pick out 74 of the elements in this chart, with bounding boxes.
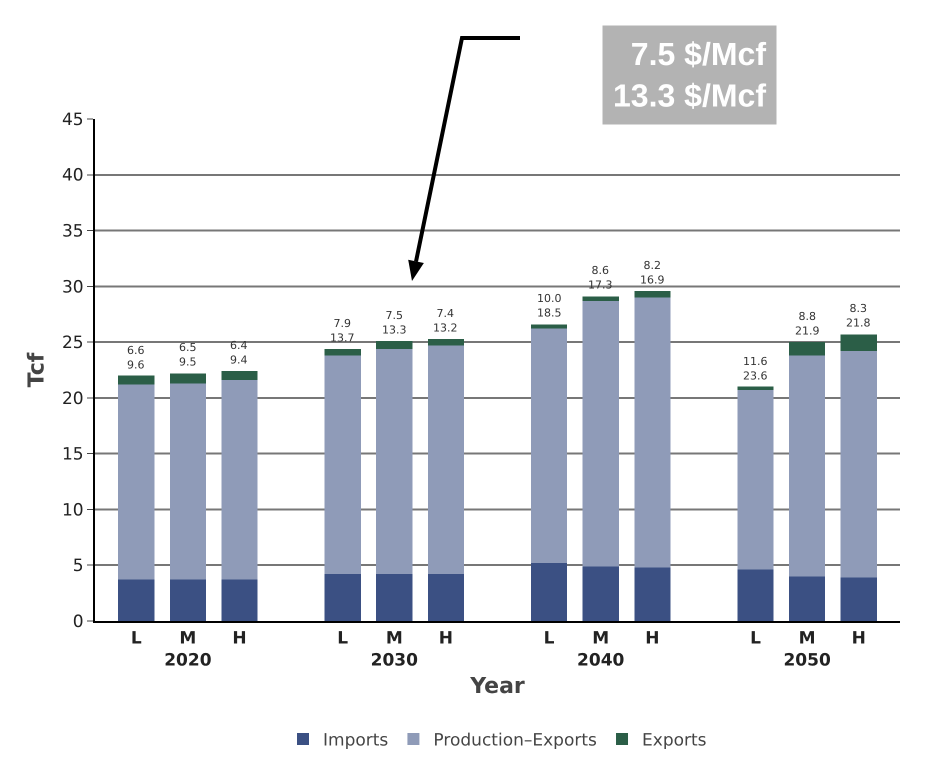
x-tick-label: M 2050	[783, 628, 831, 670]
bar	[582, 566, 619, 621]
bar	[789, 342, 826, 356]
bar	[634, 567, 670, 621]
bar	[118, 376, 154, 384]
annotation: 8.8 21.9	[795, 310, 820, 338]
x-tick-label: M 2030	[370, 628, 418, 670]
y-axis-title: Tcf	[24, 352, 50, 388]
annotation: 11.6 23.6	[743, 355, 768, 382]
x-tick-label: H	[438, 628, 454, 648]
bar	[221, 371, 258, 380]
y-tick-label: 25	[62, 333, 84, 354]
bar	[324, 356, 361, 574]
annotation: 8.3 21.8	[846, 302, 870, 330]
y-tick-label: 45	[62, 110, 84, 130]
bar	[428, 338, 464, 346]
x-tick-label: H	[852, 628, 866, 648]
bar	[840, 351, 877, 578]
text: 7.5 $/Mcf 13.3 $/Mcf	[613, 36, 766, 114]
bar	[531, 562, 568, 621]
y-tick-label: 0	[72, 612, 84, 632]
annotation: 6.5 9.5	[179, 341, 196, 368]
x-axis-title: Year	[469, 674, 525, 699]
annotation: 7.9 13.7	[330, 317, 354, 344]
bar	[737, 570, 774, 621]
bar	[582, 296, 619, 301]
y-tick-label: 40	[62, 166, 84, 186]
bar	[221, 380, 258, 580]
y-tick-label: 10	[62, 500, 84, 520]
y-tick-label: 15	[62, 444, 84, 465]
bar	[428, 574, 464, 621]
bar	[634, 297, 670, 568]
bar	[376, 348, 412, 574]
bar	[840, 577, 877, 621]
bar	[170, 383, 206, 580]
x-tick-label: L	[750, 628, 762, 648]
bar	[737, 386, 774, 390]
y-tick-label: 20	[62, 388, 84, 409]
bar	[428, 345, 464, 574]
x-tick-label: H	[232, 628, 247, 648]
bar	[634, 290, 670, 298]
annotation: 8.2 16.9	[640, 259, 664, 286]
bar	[789, 576, 826, 621]
legend-label: Production–Exports	[433, 730, 598, 751]
bar	[221, 580, 258, 621]
legend-label: Imports	[323, 730, 388, 751]
bar	[170, 373, 206, 384]
bar	[531, 328, 568, 563]
bar	[737, 390, 774, 570]
y-tick-label: 35	[62, 222, 84, 242]
bar	[118, 580, 154, 621]
y-tick-label: 30	[62, 277, 84, 298]
y-tick-label: 5	[72, 556, 84, 576]
legend-label: Exports	[642, 730, 707, 751]
x-tick-label: M 2040	[577, 628, 625, 670]
bar	[118, 384, 154, 580]
bar	[582, 300, 619, 566]
bar	[170, 580, 206, 621]
x-tick-label: H	[645, 628, 660, 648]
annotation: 7.5 13.3	[382, 309, 406, 336]
bar	[376, 341, 412, 349]
bar	[324, 348, 361, 356]
x-tick-label: M 2020	[164, 628, 212, 670]
bar	[324, 574, 361, 621]
x-tick-label: L	[337, 628, 348, 648]
bar	[840, 334, 877, 352]
bar	[376, 574, 412, 621]
x-tick-label: L	[130, 628, 142, 648]
annotation: 6.6 9.6	[127, 344, 144, 372]
annotation: 7.4 13.2	[433, 307, 458, 334]
bar	[789, 356, 826, 576]
annotation: 10.0 18.5	[537, 292, 562, 320]
x-tick-label: L	[544, 628, 555, 648]
annotation: 6.4 9.4	[230, 339, 248, 366]
